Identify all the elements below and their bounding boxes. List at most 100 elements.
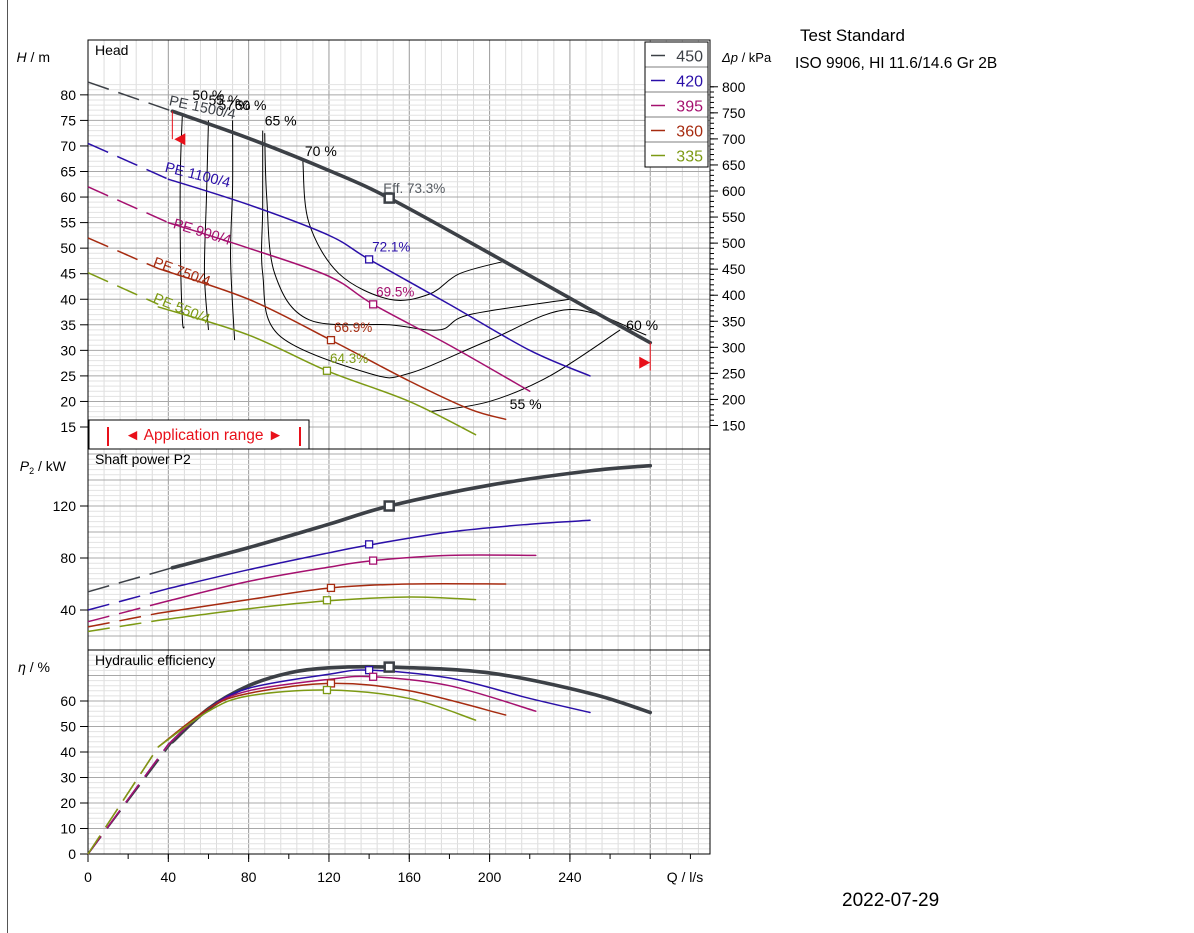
bep-marker-360 bbox=[326, 583, 336, 593]
bep-label-420: 72.1% bbox=[372, 239, 410, 254]
head-right-tick-label: 500 bbox=[722, 235, 746, 251]
efficiency-y-tick-label: 20 bbox=[60, 795, 76, 811]
series-395-curve bbox=[167, 554, 537, 602]
head-right-axis-label: Δp / kPa bbox=[721, 50, 772, 65]
bep-marker-450 bbox=[383, 192, 395, 204]
application-range-box bbox=[88, 419, 310, 450]
legend-entry-360: 360 bbox=[676, 124, 703, 141]
series-335-extrapolation bbox=[87, 619, 159, 633]
x-tick-label: 80 bbox=[241, 869, 257, 885]
grid-layer bbox=[87, 40, 710, 855]
head-right-tick-label: 750 bbox=[722, 105, 746, 121]
head-y-tick-label: 70 bbox=[60, 138, 76, 154]
page-left-rule bbox=[7, 0, 8, 933]
efficiency-contour bbox=[179, 114, 185, 329]
test-standard-value: ISO 9906, HI 11.6/14.6 Gr 2B bbox=[795, 55, 998, 72]
x-tick-label: 120 bbox=[317, 869, 341, 885]
x-tick-label: 160 bbox=[398, 869, 422, 885]
head-y-tick-label: 50 bbox=[60, 240, 76, 256]
head-y-tick-label: 40 bbox=[60, 291, 76, 307]
bep-marker-360 bbox=[326, 679, 336, 688]
x-axis-label: Q / l/s bbox=[667, 869, 704, 885]
series-395-extrapolation bbox=[87, 186, 169, 224]
head-y-tick-label: 20 bbox=[60, 393, 76, 409]
series-450-extrapolation bbox=[87, 741, 173, 855]
efficiency-contour-label: 57 % bbox=[219, 97, 251, 113]
head-y-tick-label: 35 bbox=[60, 317, 76, 333]
bep-marker-420 bbox=[364, 255, 374, 264]
bep-marker-395 bbox=[368, 556, 378, 565]
power-y-tick-label: 80 bbox=[60, 550, 76, 566]
head-right-tick-label: 300 bbox=[722, 339, 746, 355]
efficiency-contour-label: 50 % bbox=[192, 87, 224, 103]
series-395-curve bbox=[167, 221, 531, 392]
efficiency-panel: Hydraulic efficiency 0 10 20 30 40 50 60 η / % bbox=[18, 652, 653, 862]
bep-marker-395 bbox=[368, 300, 378, 309]
head-right-tick-label: 400 bbox=[722, 287, 746, 303]
head-right-tick-label: 200 bbox=[722, 391, 746, 407]
legend-entry-450: 450 bbox=[676, 49, 703, 66]
power-y-tick-label: 120 bbox=[53, 498, 77, 514]
head-right-tick-label: 550 bbox=[722, 209, 746, 225]
head-panel: Head 15 20 25 30 35 40 45 50 55 60 65 70 75 80 H / m 150… bbox=[17, 42, 772, 450]
x-tick-label: 0 bbox=[84, 869, 92, 885]
series-450-curve bbox=[170, 664, 653, 744]
efficiency-y-tick-label: 10 bbox=[60, 821, 76, 837]
efficiency-contour bbox=[429, 329, 621, 413]
impeller-label: PE 750/4 bbox=[151, 255, 213, 290]
power-panel: Shaft power P2 40 80 120 P2 / kW bbox=[20, 451, 653, 633]
efficiency-y-tick-label: 0 bbox=[68, 846, 76, 862]
efficiency-y-axis-label: η / % bbox=[18, 659, 50, 675]
series-360-extrapolation bbox=[87, 612, 159, 628]
series-420-extrapolation bbox=[87, 142, 169, 180]
efficiency-contour bbox=[302, 161, 506, 301]
power-y-axis-label: P2 / kW bbox=[20, 458, 67, 476]
head-right-tick-label: 800 bbox=[722, 79, 746, 95]
series-420-curve bbox=[167, 669, 591, 746]
efficiency-y-tick-label: 60 bbox=[60, 693, 76, 709]
head-y-tick-label: 30 bbox=[60, 342, 76, 358]
efficiency-contour bbox=[230, 120, 236, 341]
test-standard-title: Test Standard bbox=[800, 26, 905, 45]
efficiency-contour-label: 70 % bbox=[305, 143, 337, 159]
efficiency-y-tick-label: 50 bbox=[60, 719, 76, 735]
bep-marker-360 bbox=[326, 335, 336, 345]
head-y-tick-label: 60 bbox=[60, 189, 76, 205]
x-tick-label: 40 bbox=[161, 869, 177, 885]
bep-marker-335 bbox=[322, 366, 332, 375]
bep-marker-420 bbox=[364, 540, 374, 549]
series-395-extrapolation bbox=[87, 743, 169, 855]
power-y-tick-label: 40 bbox=[60, 602, 76, 618]
head-y-tick-label: 80 bbox=[60, 87, 76, 103]
head-panel-title: Head bbox=[95, 42, 128, 58]
head-y-tick-label: 25 bbox=[60, 368, 76, 384]
legend-entry-420: 420 bbox=[676, 74, 703, 91]
head-y-tick-label: 15 bbox=[60, 419, 76, 435]
series-335-curve bbox=[157, 689, 477, 748]
efficiency-y-tick-label: 40 bbox=[60, 744, 76, 760]
legend-entry-395: 395 bbox=[676, 99, 703, 116]
bep-label-335: 64.3% bbox=[330, 351, 368, 366]
range-end-arrow bbox=[639, 356, 651, 369]
legend-box bbox=[644, 41, 709, 168]
head-y-axis-label: H / m bbox=[17, 49, 50, 65]
head-right-tick-label: 650 bbox=[722, 157, 746, 173]
efficiency-contour-label: 65 % bbox=[265, 113, 297, 129]
series-450-extrapolation bbox=[87, 567, 173, 593]
efficiency-y-tick-label: 30 bbox=[60, 770, 76, 786]
efficiency-contour bbox=[261, 130, 647, 379]
range-start-arrow bbox=[174, 133, 186, 146]
series-395-extrapolation bbox=[87, 600, 169, 623]
head-y-tick-label: 45 bbox=[60, 266, 76, 282]
series-395-curve bbox=[167, 675, 537, 746]
efficiency-contour bbox=[203, 120, 209, 330]
bep-marker-335 bbox=[322, 685, 332, 695]
bep-marker-335 bbox=[322, 596, 332, 605]
head-right-tick-label: 150 bbox=[722, 417, 746, 433]
legend: 450 420 395 360 335 bbox=[644, 41, 709, 168]
head-right-tick-label: 600 bbox=[722, 183, 746, 199]
efficiency-contour-label: 55 % bbox=[208, 92, 240, 108]
series-360-curve bbox=[157, 267, 507, 421]
head-right-tick-label: 350 bbox=[722, 313, 746, 329]
